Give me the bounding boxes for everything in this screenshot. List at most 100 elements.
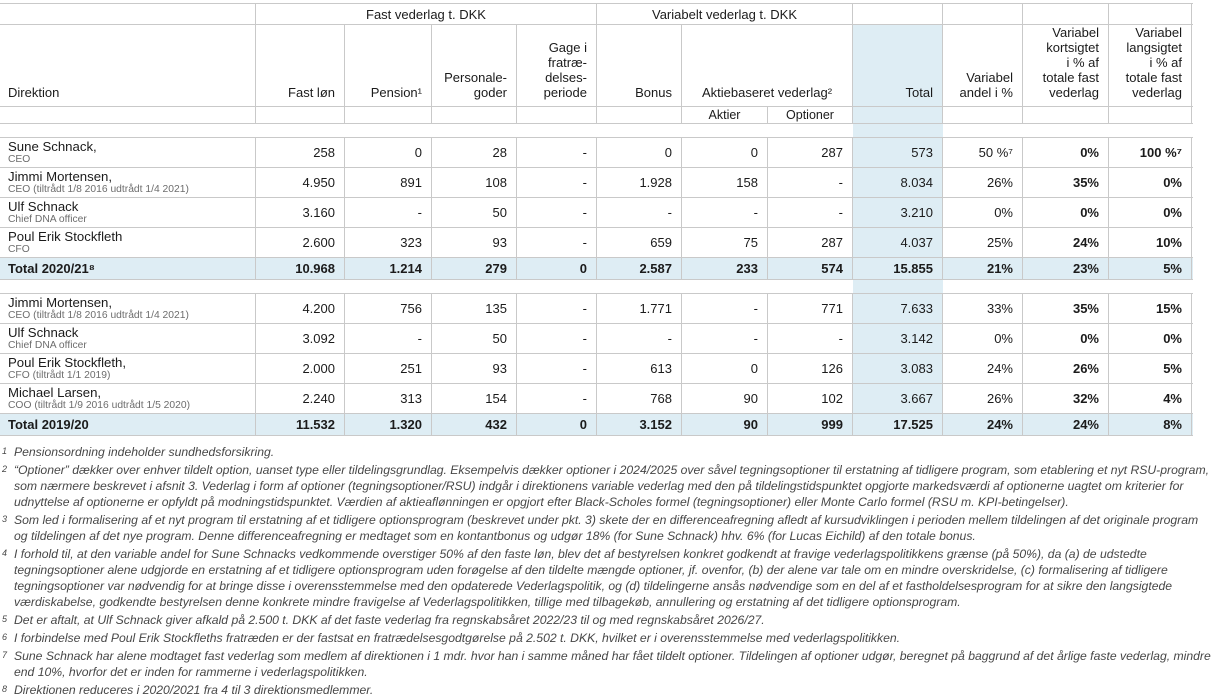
value-cell-gage: - bbox=[517, 138, 597, 167]
value-cell-bonus: 0 bbox=[597, 138, 682, 167]
table-total-row: Total 2020/21⁸ 10.968 1.214 279 0 2.587 233 574… bbox=[0, 257, 1193, 280]
value-cell-fast_lon: 2.240 bbox=[256, 384, 345, 413]
value-cell-fast_lon: 4.200 bbox=[256, 294, 345, 323]
person-name: Sune Schnack, bbox=[8, 138, 97, 154]
value-cell-fast_lon: 4.950 bbox=[256, 168, 345, 197]
value-cell-bonus: 768 bbox=[597, 384, 682, 413]
value-cell-lang: 0% bbox=[1109, 324, 1192, 353]
value-cell-optioner: - bbox=[768, 168, 853, 197]
value-cell-fast_lon: 3.092 bbox=[256, 324, 345, 353]
value-cell-total: 4.037 bbox=[853, 228, 943, 257]
footnote-2: 2 “Optioner” dækker over enhver tildelt o… bbox=[0, 462, 1212, 510]
person-title: CEO (tiltrådt 1/8 2016 udtrådt 1/4 2021) bbox=[8, 183, 189, 195]
person-name: Jimmi Mortensen, bbox=[8, 294, 113, 310]
column-header-variabel-kortsigtet: Variabel kortsigtet i % af totale fast v… bbox=[1023, 25, 1109, 106]
value-cell-total: 3.142 bbox=[853, 324, 943, 353]
table-section-gap bbox=[0, 280, 1193, 293]
value-cell-lang: 5% bbox=[1109, 354, 1192, 383]
person-cell: Jimmi Mortensen, CEO (tiltrådt 1/8 2016 u… bbox=[0, 294, 256, 323]
value-cell-aktier: 0 bbox=[682, 138, 768, 167]
value-cell-total: 7.633 bbox=[853, 294, 943, 323]
value-cell-aktier: 90 bbox=[682, 384, 768, 413]
table-row: Poul Erik Stockfleth, CFO (tiltrådt 1/1 2… bbox=[0, 353, 1193, 383]
total-value-goder: 279 bbox=[432, 258, 517, 279]
footnote-4: 4 I forhold til, at den variable andel fo… bbox=[0, 546, 1212, 610]
value-cell-kort: 0% bbox=[1023, 324, 1109, 353]
value-cell-aktier: 158 bbox=[682, 168, 768, 197]
person-name: Poul Erik Stockfleth, bbox=[8, 354, 127, 370]
column-header-bonus: Bonus bbox=[597, 25, 682, 106]
value-cell-optioner: - bbox=[768, 324, 853, 353]
value-cell-gage: - bbox=[517, 324, 597, 353]
footnote-1: 1 Pensionsordning indeholder sundhedsfors… bbox=[0, 444, 1212, 460]
footnotes: 1 Pensionsordning indeholder sundhedsfors… bbox=[0, 444, 1212, 698]
value-cell-goder: 50 bbox=[432, 198, 517, 227]
total-column-highlight bbox=[853, 25, 943, 436]
table-subheader-row: Aktier Optioner bbox=[0, 106, 1193, 124]
value-cell-optioner: - bbox=[768, 198, 853, 227]
value-cell-kort: 35% bbox=[1023, 168, 1109, 197]
value-cell-pension: 313 bbox=[345, 384, 432, 413]
footnote-marker: 8 bbox=[2, 684, 8, 694]
person-name: Jimmi Mortensen, bbox=[8, 168, 113, 184]
spacer-cell bbox=[256, 107, 345, 123]
total-row-label: Total 2019/20 bbox=[0, 414, 256, 435]
footnote-marker: 2 bbox=[2, 464, 8, 474]
total-value-aktier: 90 bbox=[682, 414, 768, 435]
value-cell-kort: 0% bbox=[1023, 198, 1109, 227]
value-cell-goder: 28 bbox=[432, 138, 517, 167]
total-value-bonus: 2.587 bbox=[597, 258, 682, 279]
person-title: CFO bbox=[8, 243, 30, 255]
person-name: Ulf Schnack bbox=[8, 324, 79, 340]
value-cell-aktier: 0 bbox=[682, 354, 768, 383]
total-value-lang: 8% bbox=[1109, 414, 1192, 435]
value-cell-goder: 93 bbox=[432, 354, 517, 383]
value-cell-lang: 15% bbox=[1109, 294, 1192, 323]
person-name: Poul Erik Stockfleth bbox=[8, 228, 123, 244]
total-value-pension: 1.320 bbox=[345, 414, 432, 435]
total-value-optioner: 574 bbox=[768, 258, 853, 279]
value-cell-total: 3.210 bbox=[853, 198, 943, 227]
column-header-aktiebaseret: Aktiebaseret vederlag² bbox=[682, 25, 853, 106]
person-cell: Jimmi Mortensen, CEO (tiltrådt 1/8 2016 u… bbox=[0, 168, 256, 197]
remuneration-table: Fast vederlag t. DKK Variabelt vederlag … bbox=[0, 3, 1193, 436]
subheader-optioner: Optioner bbox=[768, 107, 853, 123]
table-row: Ulf Schnack Chief DNA officer 3.092-50- - - -… bbox=[0, 323, 1193, 353]
spacer-cell bbox=[853, 107, 943, 123]
value-cell-pension: 891 bbox=[345, 168, 432, 197]
total-value-fast_lon: 11.532 bbox=[256, 414, 345, 435]
value-cell-andel: 24% bbox=[943, 354, 1023, 383]
total-value-total: 15.855 bbox=[853, 258, 943, 279]
value-cell-pension: - bbox=[345, 198, 432, 227]
value-cell-kort: 35% bbox=[1023, 294, 1109, 323]
spacer-cell bbox=[943, 107, 1023, 123]
footnote-6: 6 I forbindelse med Poul Erik Stockfleths… bbox=[0, 630, 1212, 646]
person-title: CFO (tiltrådt 1/1 2019) bbox=[8, 369, 111, 381]
person-name: Michael Larsen, bbox=[8, 384, 102, 400]
variabelt-vederlag-group-header: Variabelt vederlag t. DKK bbox=[597, 4, 853, 24]
value-cell-lang: 100 %⁷ bbox=[1109, 138, 1192, 167]
value-cell-total: 8.034 bbox=[853, 168, 943, 197]
value-cell-aktier: 75 bbox=[682, 228, 768, 257]
person-title: Chief DNA officer bbox=[8, 213, 87, 225]
value-cell-lang: 0% bbox=[1109, 198, 1192, 227]
column-header-pension: Pension¹ bbox=[345, 25, 432, 106]
value-cell-andel: 26% bbox=[943, 168, 1023, 197]
value-cell-pension: - bbox=[345, 324, 432, 353]
table-row: Sune Schnack, CEO 258 0 28-0 0 287 573 50 %⁷ 0% 10… bbox=[0, 137, 1193, 167]
table-row: Jimmi Mortensen, CEO (tiltrådt 1/8 2016 u… bbox=[0, 293, 1193, 323]
footnote-text: Direktionen reduceres i 2020/2021 fra 4 … bbox=[14, 683, 374, 697]
footnote-text: I forhold til, at den variable andel for… bbox=[14, 547, 1173, 609]
subheader-aktier: Aktier bbox=[682, 107, 768, 123]
spacer-cell bbox=[1023, 107, 1109, 123]
value-cell-pension: 323 bbox=[345, 228, 432, 257]
value-cell-kort: 0% bbox=[1023, 138, 1109, 167]
table-row: Michael Larsen, COO (tiltrådt 1/9 2016 ud… bbox=[0, 383, 1193, 413]
footnote-text: Som led i formalisering af et nyt progra… bbox=[14, 513, 1199, 543]
spacer-cell bbox=[943, 4, 1023, 24]
footnote-text: Sune Schnack har alene modtaget fast ved… bbox=[14, 649, 1211, 679]
value-cell-gage: - bbox=[517, 354, 597, 383]
spacer-cell bbox=[1109, 107, 1192, 123]
value-cell-aktier: - bbox=[682, 324, 768, 353]
spacer-cell bbox=[0, 4, 256, 24]
